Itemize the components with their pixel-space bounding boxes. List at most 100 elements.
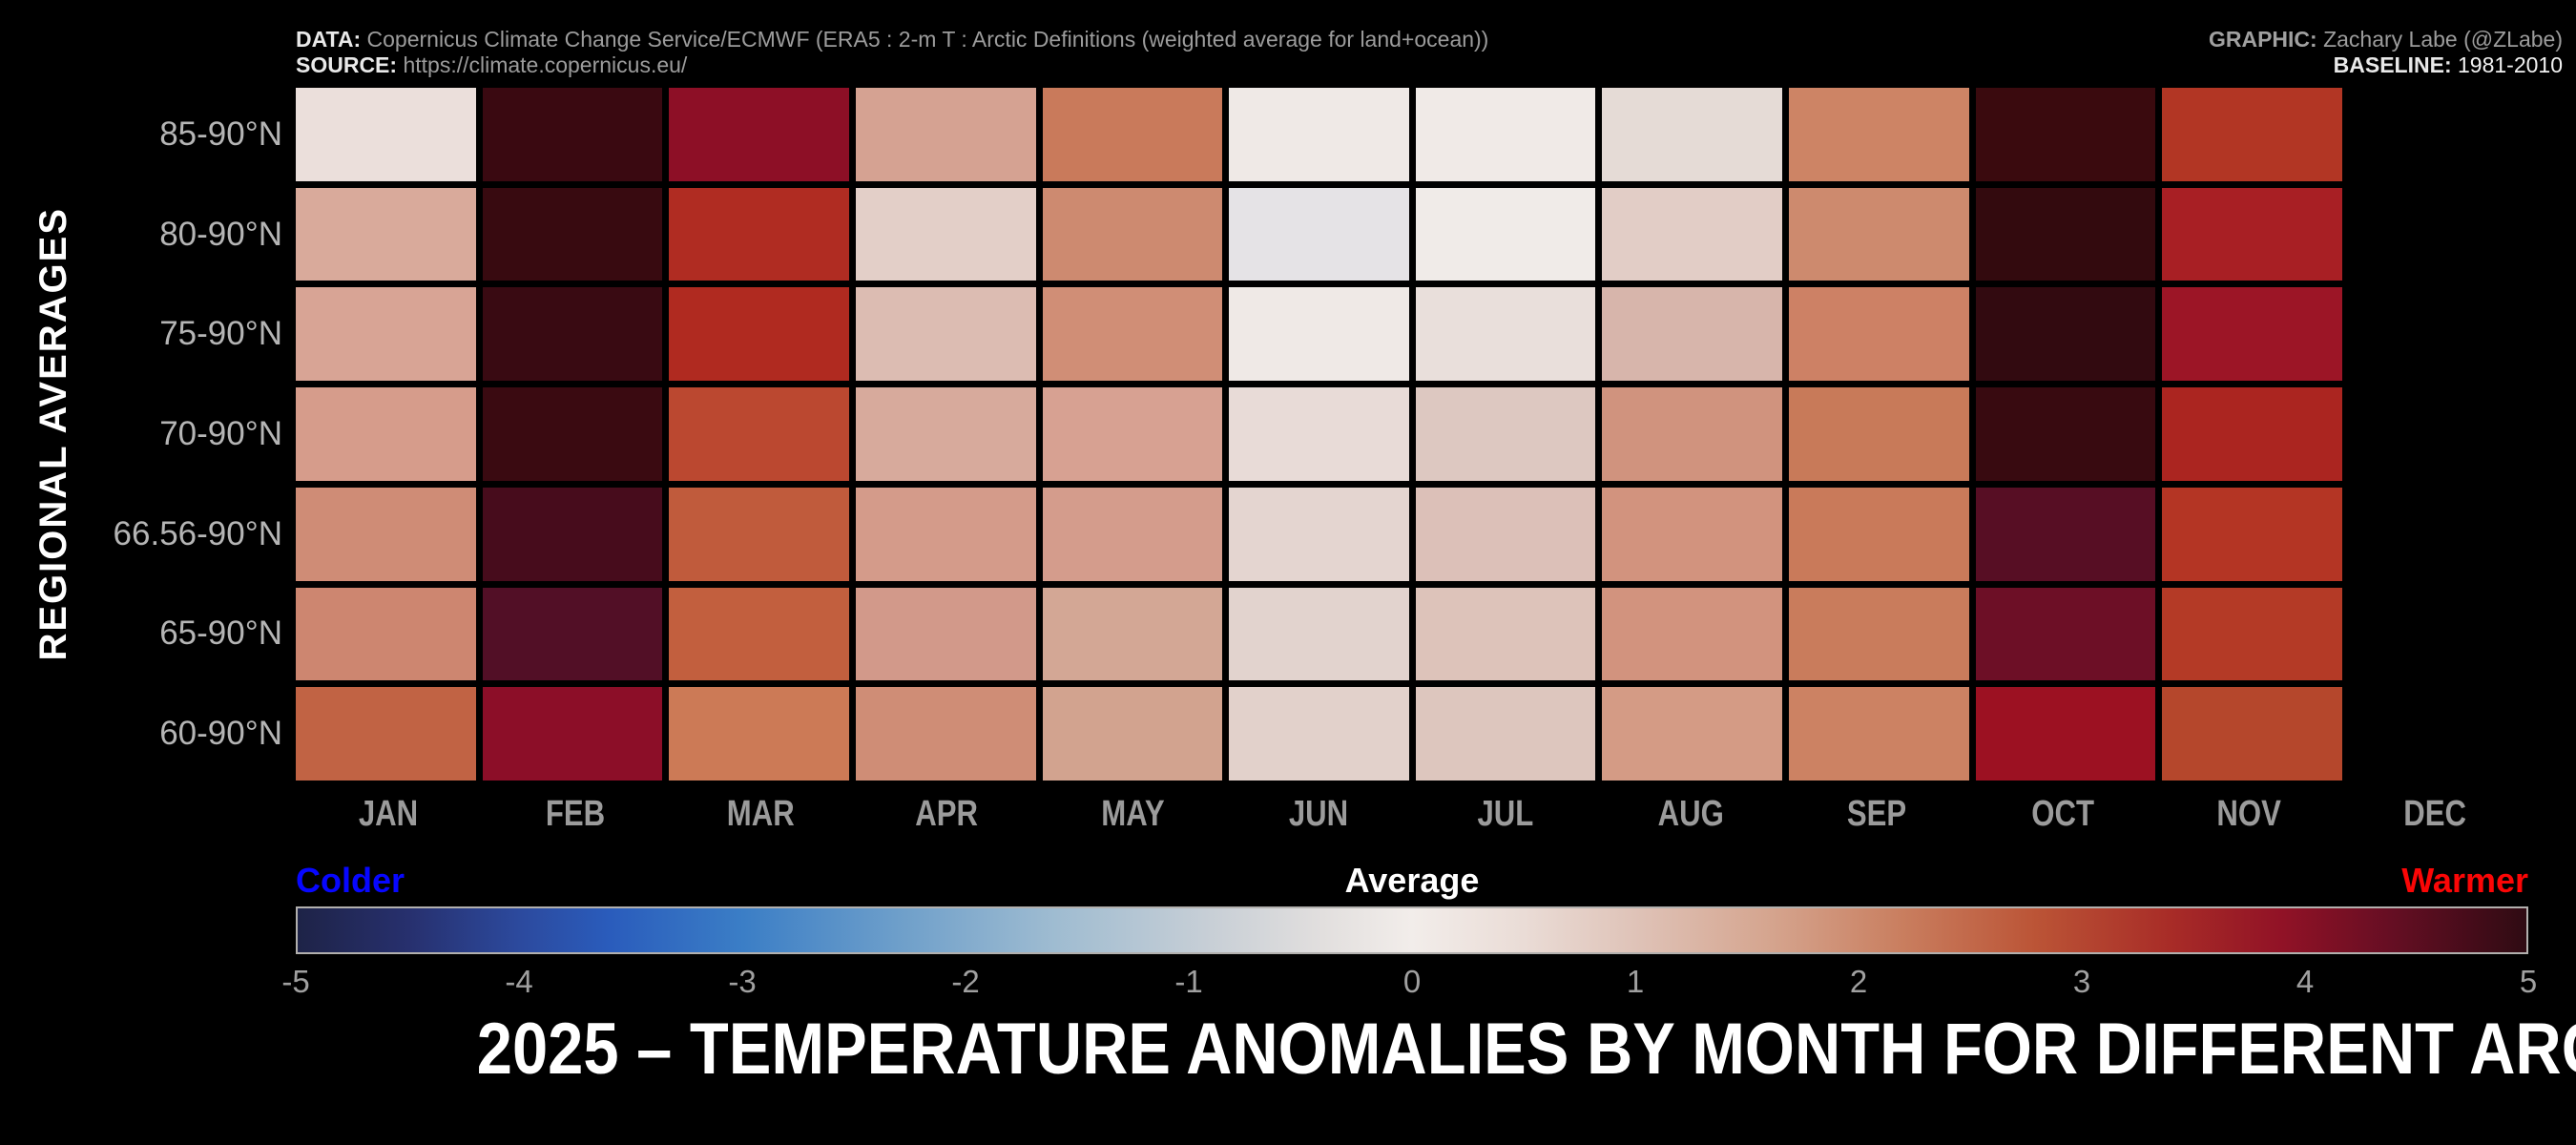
heatmap-cell: [1415, 387, 1596, 481]
heatmap-cell: [2162, 487, 2342, 581]
heatmap-cell: [669, 287, 849, 382]
colorbar-tick-label: 4: [2296, 964, 2315, 999]
heatmap-cell: [669, 88, 849, 181]
heatmap-cell: [1415, 687, 1596, 781]
colorbar-tick-label: 2: [1849, 964, 1868, 999]
heatmap-cell: [1042, 587, 1223, 681]
heatmap-cell: [1789, 687, 1969, 781]
chart-title: 2025 – TEMPERATURE ANOMALIES BY MONTH FO…: [476, 1009, 2576, 1090]
month-labels: JAN FEB MAR APR MAY JUN JUL AUG SEP OCT NOV DEC: [296, 792, 2528, 836]
heatmap-cell: [296, 187, 476, 281]
region-label: 80-90°N: [159, 215, 282, 253]
heatmap-cell: [482, 687, 663, 781]
baseline-value: 1981-2010: [2458, 52, 2563, 77]
baseline-line: BASELINE: 1981-2010: [2209, 52, 2563, 78]
heatmap-cell: [1229, 287, 1409, 382]
heatmap-cell: [1415, 88, 1596, 181]
heatmap-cell: [1975, 687, 2156, 781]
colorbar-tick-label: -5: [281, 964, 310, 999]
credit-header: GRAPHIC: Zachary Labe (@ZLabe) BASELINE:…: [2209, 27, 2563, 78]
heatmap-cell: [482, 487, 663, 581]
average-label: Average: [1344, 861, 1480, 900]
heatmap-cell: [1602, 687, 1783, 781]
source-value: https://climate.copernicus.eu/: [403, 52, 688, 77]
data-label: DATA:: [296, 27, 362, 52]
heatmap-cell: [1602, 587, 1783, 681]
month-label: NOV: [2216, 793, 2282, 834]
heatmap-cell: [1042, 487, 1223, 581]
month-label: MAY: [1101, 793, 1165, 834]
heatmap-cell: [855, 187, 1036, 281]
colorbar-ticks: -5 -4 -3 -2 -1 0 1 2 3 4 5: [281, 964, 2537, 1002]
heatmap-cell: [1789, 487, 1969, 581]
heatmap-cell: [669, 387, 849, 481]
heatmap-cell: [1229, 387, 1409, 481]
graphic-value: Zachary Labe (@ZLabe): [2323, 27, 2563, 52]
heatmap-cell: [2162, 187, 2342, 281]
heatmap-cell: [1042, 287, 1223, 382]
heatmap-cell: [1415, 587, 1596, 681]
month-label: JAN: [359, 793, 419, 834]
heatmap-cell: [855, 587, 1036, 681]
region-label: 66.56-90°N: [113, 514, 282, 552]
heatmap-cell: [1789, 88, 1969, 181]
heatmap-cell: [1975, 387, 2156, 481]
heatmap-cell: [1042, 88, 1223, 181]
heatmap-cell: [855, 487, 1036, 581]
heatmap-cell: [1975, 587, 2156, 681]
colorbar-captions: Colder Average Warmer: [296, 861, 2528, 901]
month-label: APR: [915, 793, 979, 834]
heatmap-cell: [482, 187, 663, 281]
heatmap-cell: [1975, 287, 2156, 382]
data-source-header: DATA: Copernicus Climate Change Service/…: [296, 27, 1488, 78]
region-label: 75-90°N: [159, 315, 282, 353]
colorbar-tick-label: 3: [2072, 964, 2091, 999]
heatmap-cell: [1415, 287, 1596, 382]
heatmap-cell: [1975, 88, 2156, 181]
heatmap-cell: [2162, 88, 2342, 181]
heatmap-cell: [855, 287, 1036, 382]
heatmap-cell: [855, 387, 1036, 481]
source-line: SOURCE: https://climate.copernicus.eu/: [296, 52, 1488, 78]
heatmap-cell: [1975, 487, 2156, 581]
region-label: 60-90°N: [159, 715, 282, 753]
heatmap-cell: [1602, 387, 1783, 481]
heatmap-cell: [296, 487, 476, 581]
heatmap-cell: [1229, 487, 1409, 581]
heatmap-cell: [1415, 187, 1596, 281]
colorbar-tick-label: 1: [1626, 964, 1645, 999]
heatmap-cell: [855, 88, 1036, 181]
heatmap-cell: [1602, 487, 1783, 581]
heatmap-cell: [1602, 88, 1783, 181]
heatmap-cell: [669, 587, 849, 681]
heatmap-cell: [669, 187, 849, 281]
heatmap-cell: [296, 587, 476, 681]
heatmap-cell: [2162, 587, 2342, 681]
heatmap-cell: [1229, 587, 1409, 681]
heatmap-cell: [482, 88, 663, 181]
heatmap-cell: [1789, 187, 1969, 281]
colorbar-gradient: [296, 906, 2528, 954]
graphic-line: GRAPHIC: Zachary Labe (@ZLabe): [2209, 27, 2563, 52]
heatmap-cell: [1602, 287, 1783, 382]
heatmap-cell: [1042, 387, 1223, 481]
colder-label: Colder: [296, 861, 405, 900]
heatmap-cell: [1229, 687, 1409, 781]
heatmap-cell: [669, 487, 849, 581]
month-label: AUG: [1657, 793, 1725, 834]
month-label: OCT: [2031, 793, 2095, 834]
heatmap-cell: [669, 687, 849, 781]
heatmap-cell: [2162, 287, 2342, 382]
heatmap-cell: [1789, 287, 1969, 382]
month-label: SEP: [1847, 793, 1907, 834]
heatmap-cell: [1042, 187, 1223, 281]
heatmap-cell: [1042, 687, 1223, 781]
heatmap-cell: [296, 387, 476, 481]
region-label: 70-90°N: [159, 414, 282, 452]
heatmap-grid: [296, 88, 2342, 781]
colorbar-tick-label: 0: [1402, 964, 1422, 999]
warmer-label: Warmer: [2401, 861, 2528, 900]
colorbar-tick-label: -2: [951, 964, 980, 999]
heatmap-cell: [482, 587, 663, 681]
